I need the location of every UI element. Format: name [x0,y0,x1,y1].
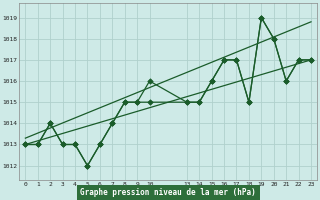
X-axis label: Graphe pression niveau de la mer (hPa): Graphe pression niveau de la mer (hPa) [80,188,256,197]
